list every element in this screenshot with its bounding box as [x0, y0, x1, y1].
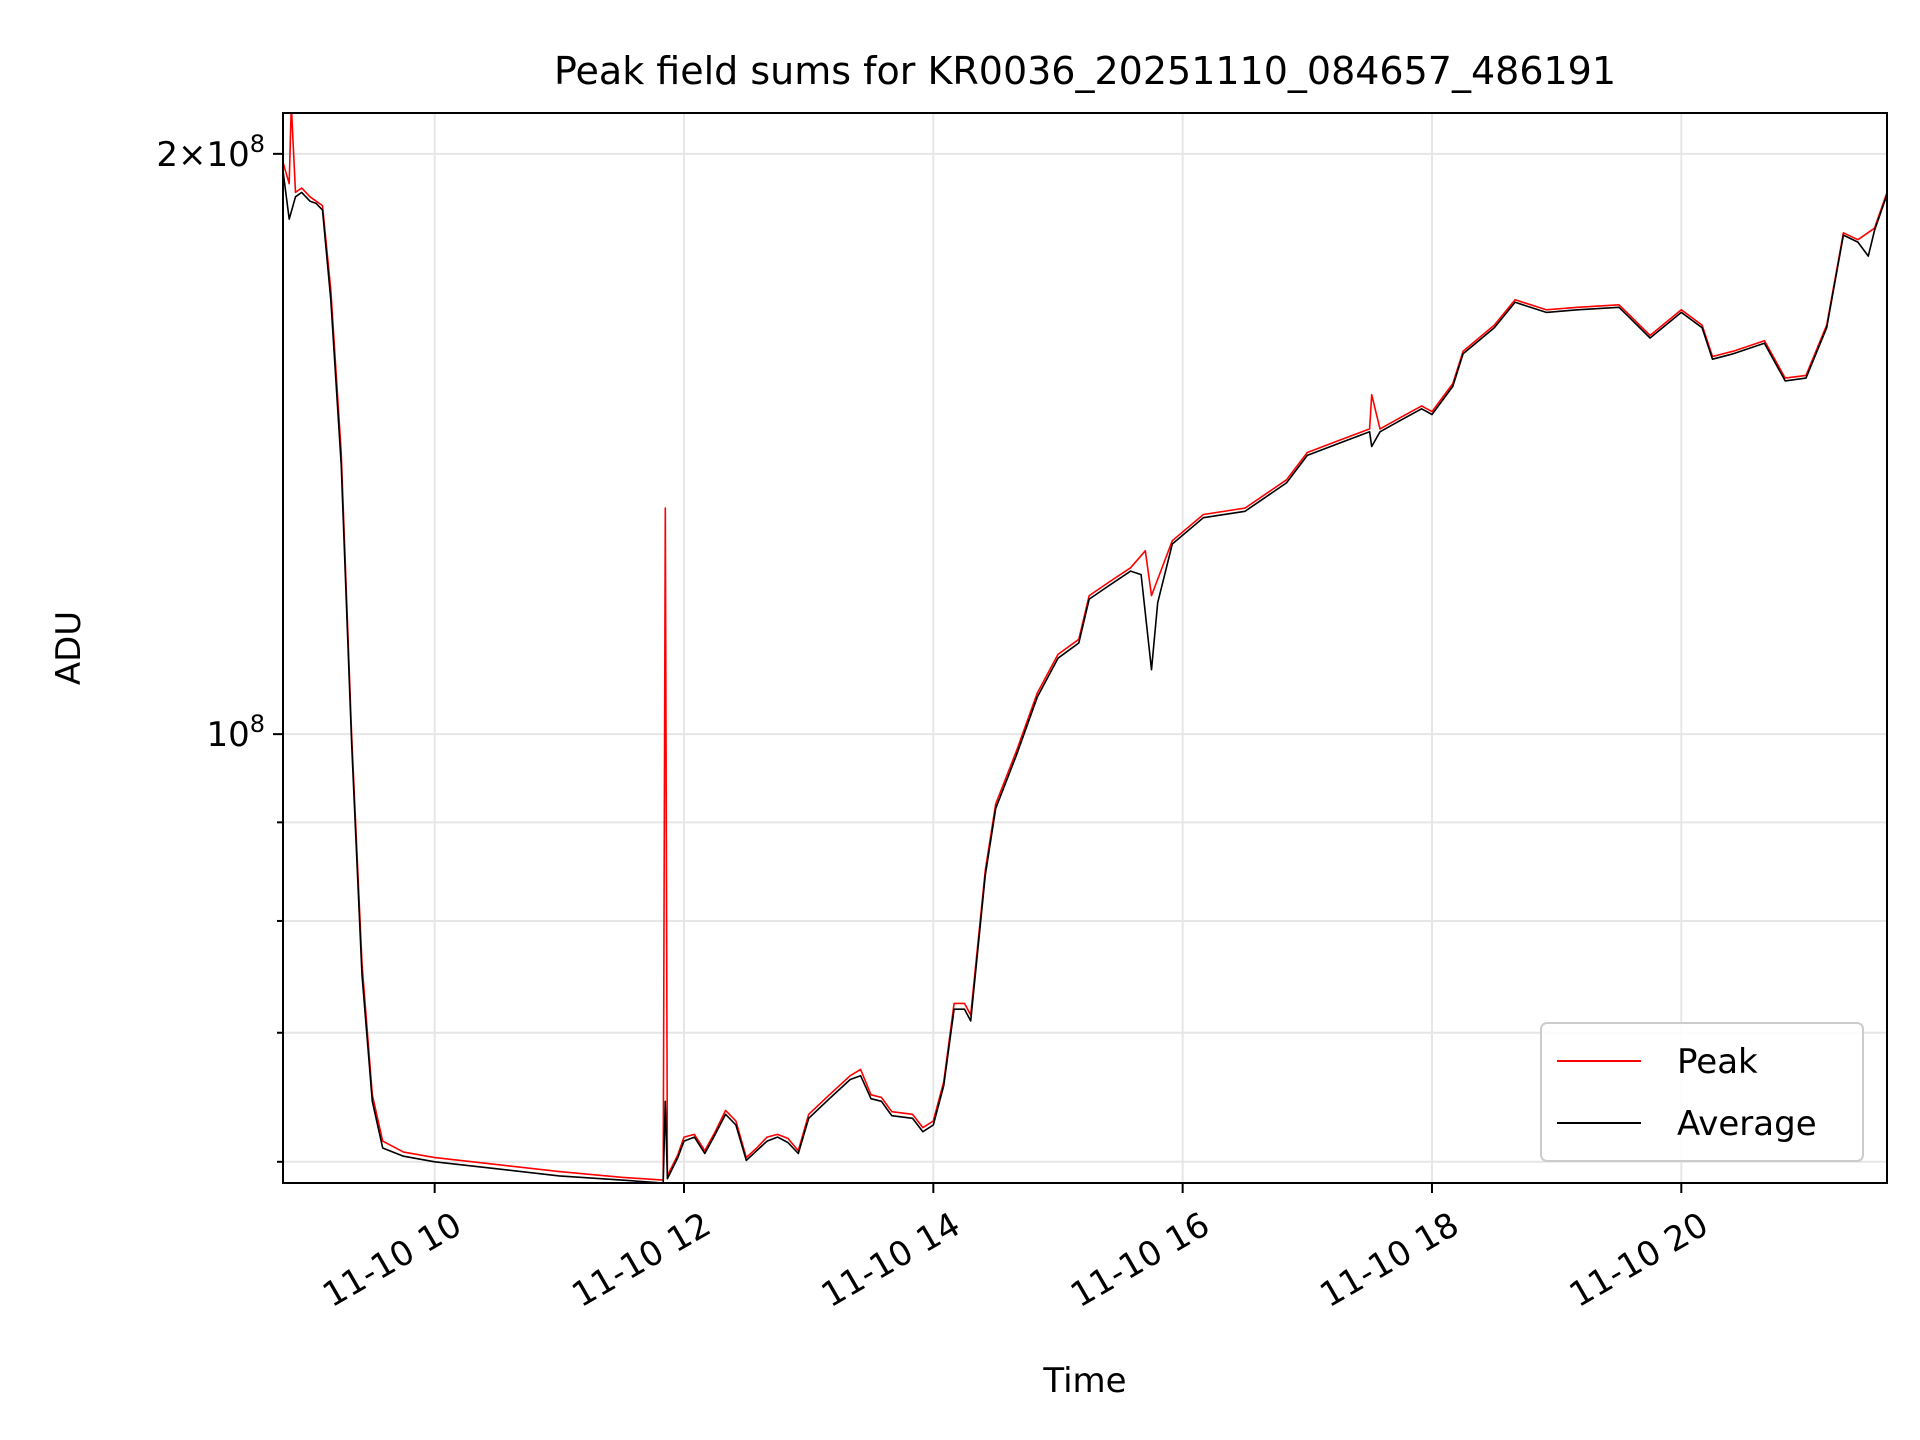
legend-average-label: Average — [1677, 1104, 1817, 1144]
legend-box — [1540, 1022, 1864, 1162]
plot-area — [283, 113, 1887, 1183]
axes-frame — [282, 112, 1888, 1184]
y-axis-ticks: 108 2×108 — [156, 130, 283, 1163]
series-layer — [283, 113, 1887, 1183]
y-axis-label: ADU — [49, 611, 89, 685]
series-line-average — [283, 170, 1887, 1183]
legend-peak-label: Peak — [1677, 1042, 1758, 1082]
legend: Peak Average — [1540, 1022, 1864, 1162]
chart-title: Peak field sums for KR0036_20251110_0846… — [554, 49, 1616, 93]
series-line-peak — [283, 113, 1887, 1181]
y-tick-label: 108 — [206, 710, 265, 755]
x-axis-label: Time — [1042, 1361, 1126, 1401]
y-tick-label: 2×108 — [156, 130, 265, 175]
grid — [283, 113, 1887, 1183]
